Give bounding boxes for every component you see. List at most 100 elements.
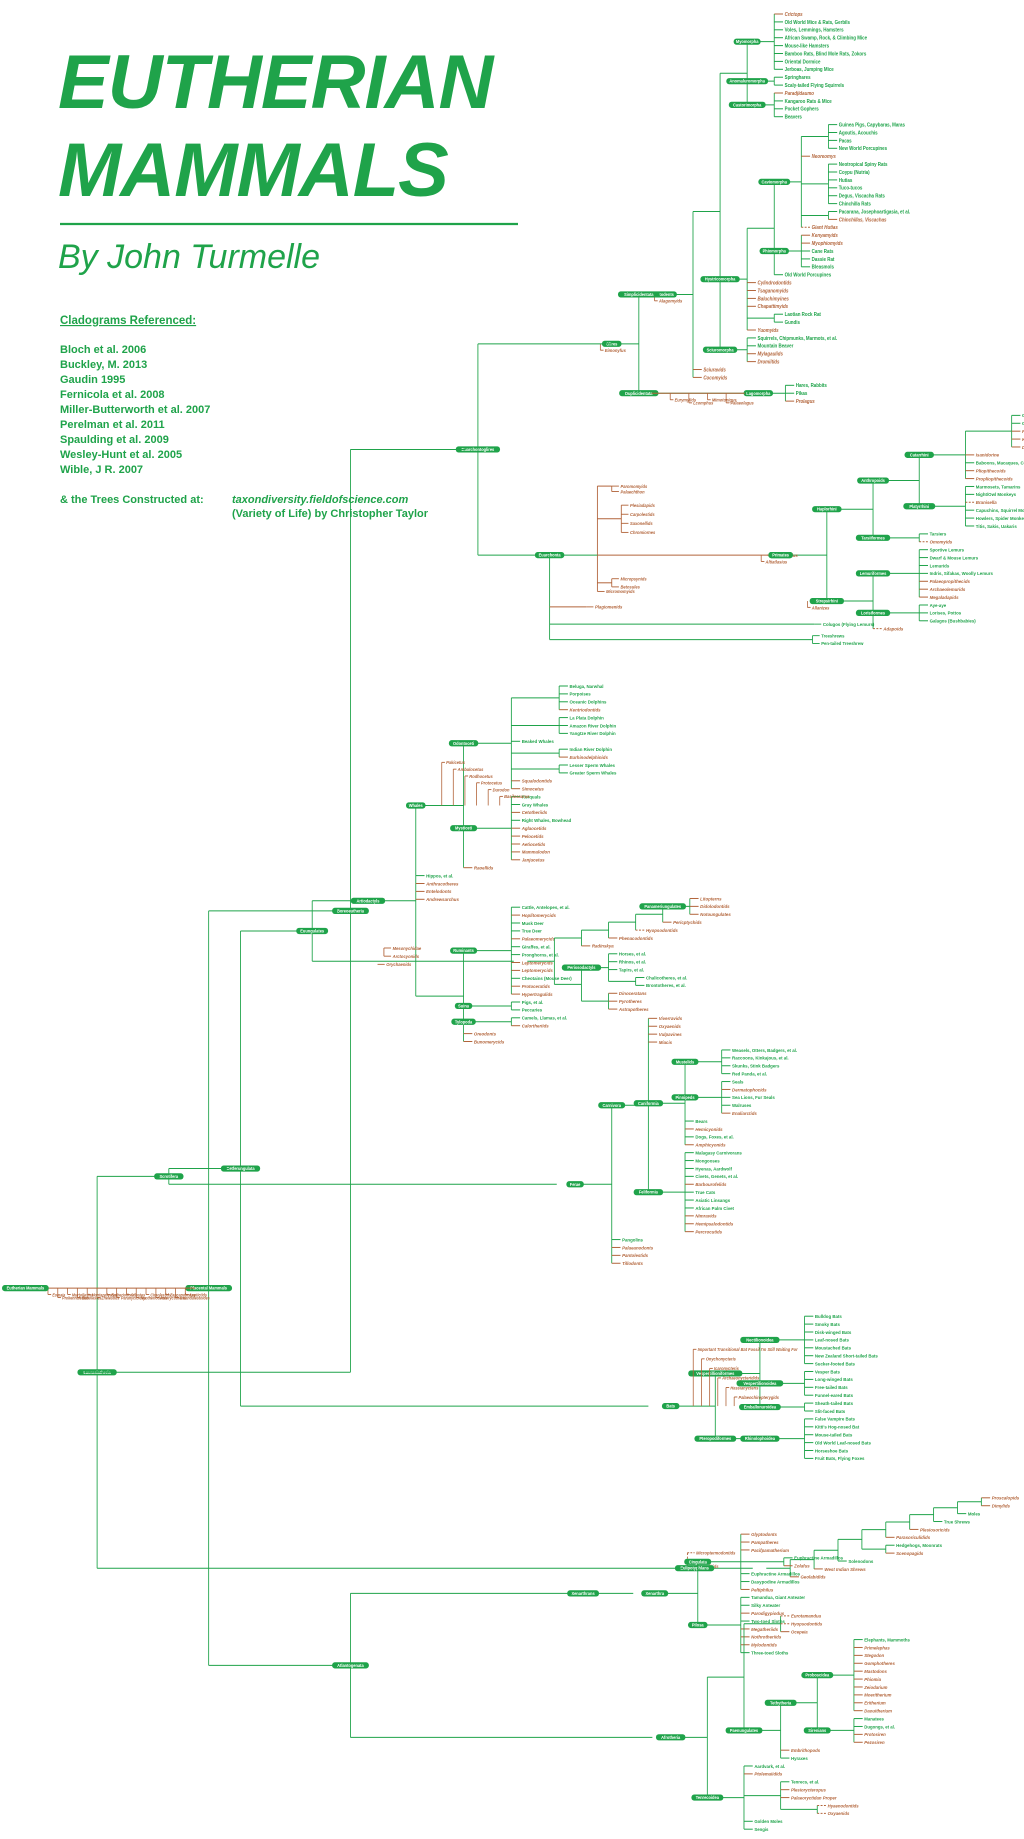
svg-text:Horses, et al.: Horses, et al. [619,951,646,956]
svg-text:Amazon River Dolphin: Amazon River Dolphin [570,723,617,728]
svg-text:Pen-tailed Treeshrew: Pen-tailed Treeshrew [821,641,864,646]
svg-text:Perissodactyls: Perissodactyls [567,965,596,970]
svg-text:Important Transitional Bat Fos: Important Transitional Bat Fossil I'm St… [698,1347,798,1352]
svg-text:Skunks, Stink Badgers: Skunks, Stink Badgers [732,1063,780,1068]
svg-text:Degus, Viscacha Rats: Degus, Viscacha Rats [839,193,885,199]
svg-text:Three-toed Sloths: Three-toed Sloths [751,1650,789,1655]
svg-text:Didolodontids: Didolodontids [700,904,730,909]
svg-text:Bunomerycids: Bunomerycids [474,1039,505,1044]
svg-text:Guinea Pigs, Capybaras, Maras: Guinea Pigs, Capybaras, Maras [839,122,906,128]
svg-text:Mouse-like Hamsters: Mouse-like Hamsters [785,43,830,49]
svg-text:Carnivora: Carnivora [602,1103,621,1108]
svg-text:Scaly-tailed Flying Squirrels: Scaly-tailed Flying Squirrels [785,83,845,89]
svg-text:Dogs, Foxes, et al.: Dogs, Foxes, et al. [695,1134,733,1139]
svg-text:Rodents: Rodents [658,292,674,297]
svg-text:Allanizes: Allanizes [811,605,830,610]
svg-text:Greater Sperm Whales: Greater Sperm Whales [570,770,617,775]
svg-text:Embrithopods: Embrithopods [791,1748,821,1753]
svg-text:Xenarthra: Xenarthra [645,1591,664,1596]
svg-text:Protosiren: Protosiren [864,1732,886,1737]
svg-text:Aglaocetids: Aglaocetids [521,826,547,831]
svg-text:Euphractine Armadillos: Euphractine Armadillos [751,1571,800,1576]
svg-text:Wesley-Hunt et al. 2005: Wesley-Hunt et al. 2005 [60,449,182,461]
svg-text:Isanidorine: Isanidorine [976,452,1000,457]
svg-text:Fruit Bats, Flying Foxes: Fruit Bats, Flying Foxes [815,1456,865,1461]
svg-text:Walruses: Walruses [732,1103,752,1108]
svg-text:Barbourofelids: Barbourofelids [695,1182,726,1187]
svg-text:Raccoons, Kinkajous, et al.: Raccoons, Kinkajous, et al. [732,1055,789,1060]
svg-text:Leaf-nosed Bats: Leaf-nosed Bats [815,1337,849,1342]
svg-text:Kentriodontids: Kentriodontids [570,707,601,712]
svg-text:Eritherium: Eritherium [864,1700,886,1705]
svg-text:Oxyaenids: Oxyaenids [659,1024,681,1029]
svg-text:Daouitherium: Daouitherium [864,1708,892,1713]
svg-text:Astrapotheres: Astrapotheres [618,1007,649,1012]
svg-text:Mesonychidae: Mesonychidae [393,945,422,950]
svg-text:Dasypodine Armadillos: Dasypodine Armadillos [751,1579,800,1584]
svg-text:Hyaenodontids: Hyaenodontids [828,1803,859,1808]
svg-text:Vulpavines: Vulpavines [659,1032,682,1037]
svg-text:Tylopoda: Tylopoda [455,1019,473,1024]
svg-text:Plesiadapids: Plesiadapids [630,503,655,508]
svg-text:Whales: Whales [409,803,424,808]
svg-text:Agoutis, Acouchis: Agoutis, Acouchis [839,130,878,136]
svg-text:Hyopsodontids: Hyopsodontids [646,928,678,933]
svg-text:Brontotheres, et al.: Brontotheres, et al. [646,983,686,988]
svg-text:Anthracotheres: Anthracotheres [425,881,459,886]
svg-text:Tenrecoidea: Tenrecoidea [696,1795,720,1800]
svg-text:Disk-winged Bats: Disk-winged Bats [815,1330,852,1335]
svg-text:(Variety of Life) by Christoph: (Variety of Life) by Christopher Taylor [232,508,429,520]
svg-text:Archaeolemurids: Archaeolemurids [929,587,966,592]
svg-text:Prolagus: Prolagus [796,399,815,405]
svg-text:Zolafus: Zolafus [793,1563,810,1568]
svg-text:Smoky Bats: Smoky Bats [815,1322,840,1327]
svg-text:Oriental Dormice: Oriental Dormice [785,59,821,65]
svg-text:& the Trees Constructed at:: & the Trees Constructed at: [60,494,204,506]
svg-text:Janjucetus: Janjucetus [522,857,545,862]
svg-text:Pacas: Pacas [839,138,852,144]
svg-text:Castorimorpha: Castorimorpha [733,102,762,107]
svg-text:Panameriungulates: Panameriungulates [644,904,681,909]
svg-text:Phenacodontids: Phenacodontids [619,936,653,941]
svg-text:Onychonycteris: Onychonycteris [706,1356,737,1361]
svg-text:Lagomorpha: Lagomorpha [746,391,771,396]
svg-text:Pezosiren: Pezosiren [864,1740,884,1745]
svg-text:Oxyaenids: Oxyaenids [828,1811,850,1816]
svg-text:Mountain Beaver: Mountain Beaver [758,343,794,349]
svg-text:Eimonyfus: Eimonyfus [605,348,627,353]
svg-text:Rodhocetus: Rodhocetus [469,774,493,779]
svg-text:Lcomphus: Lcomphus [693,400,714,405]
svg-text:Zeiodarium: Zeiodarium [863,1685,887,1690]
svg-text:True Deer: True Deer [522,928,542,933]
svg-text:Lesser Sperm Whales: Lesser Sperm Whales [570,763,616,768]
svg-text:Alagomyids: Alagomyids [658,298,683,303]
svg-text:Gundis: Gundis [785,320,801,326]
svg-text:True Shrews: True Shrews [944,1519,970,1524]
svg-text:Odontoceti: Odontoceti [453,741,474,746]
svg-text:Howlers, Spider Monkeys, et al: Howlers, Spider Monkeys, et al. [976,516,1024,521]
svg-text:New Zealand Short-tailed Bats: New Zealand Short-tailed Bats [815,1353,878,1358]
svg-text:Eurhinodelphinids: Eurhinodelphinids [570,755,609,760]
svg-text:Ocepeia: Ocepeia [791,1629,808,1634]
svg-text:Proboscidea: Proboscidea [805,1672,829,1677]
svg-text:Hystricomorpha: Hystricomorpha [705,276,736,281]
svg-text:Nothrotheriids: Nothrotheriids [751,1634,781,1639]
svg-text:Colugos (Flying Lemurs): Colugos (Flying Lemurs) [823,622,875,627]
svg-text:Marmosets, Tamarins: Marmosets, Tamarins [976,484,1021,489]
svg-text:Xenarthrans: Xenarthrans [571,1591,595,1596]
svg-text:False Vampire Bats: False Vampire Bats [815,1416,855,1421]
svg-text:Amphicyonids: Amphicyonids [694,1142,725,1147]
svg-text:Tamandua, Giant Anteater: Tamandua, Giant Anteater [751,1595,805,1600]
svg-text:Golden Moles: Golden Moles [754,1819,783,1824]
svg-text:Orychaenids: Orychaenids [386,962,412,967]
svg-text:Lemurids: Lemurids [930,563,950,568]
svg-text:Civets, Genets, et al.: Civets, Genets, et al. [695,1174,738,1179]
svg-text:Haplorhini: Haplorhini [817,506,837,511]
svg-text:Scenopagids: Scenopagids [896,1551,924,1556]
svg-text:Micromomyids: Micromomyids [606,589,635,594]
svg-text:Bloch et al. 2006: Bloch et al. 2006 [60,344,146,356]
svg-text:Buckley, M. 2013: Buckley, M. 2013 [60,359,147,371]
svg-text:Right Whales, Bowhead: Right Whales, Bowhead [522,818,572,823]
svg-text:Ptolemaiidids: Ptolemaiidids [754,1771,782,1776]
svg-text:Feliformia: Feliformia [639,1189,659,1194]
